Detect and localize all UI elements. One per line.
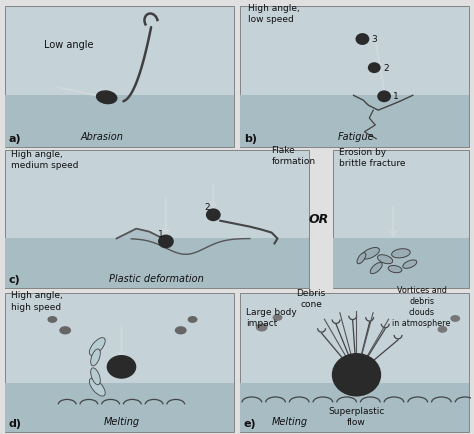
Ellipse shape xyxy=(59,326,71,335)
Text: Fatigue: Fatigue xyxy=(338,132,375,141)
Text: Large body
impact: Large body impact xyxy=(246,308,297,328)
Bar xyxy=(240,293,469,432)
Text: Vortices and
debris
clouds
in atmosphere: Vortices and debris clouds in atmosphere xyxy=(392,286,451,328)
Ellipse shape xyxy=(91,349,100,366)
Text: Plastic deformation: Plastic deformation xyxy=(109,273,203,283)
Ellipse shape xyxy=(188,316,198,323)
Text: OR: OR xyxy=(309,212,329,225)
Bar xyxy=(333,239,469,288)
Text: a): a) xyxy=(9,133,21,143)
Ellipse shape xyxy=(438,326,447,333)
Ellipse shape xyxy=(256,323,268,332)
Bar xyxy=(5,239,309,288)
Bar xyxy=(5,150,309,288)
Ellipse shape xyxy=(357,253,366,264)
Ellipse shape xyxy=(377,255,393,264)
Text: Erosion by
brittle fracture: Erosion by brittle fracture xyxy=(339,148,405,168)
Bar xyxy=(5,7,234,147)
Text: Superplastic
flow: Superplastic flow xyxy=(328,406,385,426)
Text: Melting: Melting xyxy=(103,416,139,426)
Text: High angle,
high speed: High angle, high speed xyxy=(11,291,63,311)
Text: d): d) xyxy=(9,418,22,428)
Ellipse shape xyxy=(47,316,57,323)
Ellipse shape xyxy=(89,338,105,355)
Ellipse shape xyxy=(377,91,391,103)
Text: Flake
formation: Flake formation xyxy=(272,146,316,166)
Ellipse shape xyxy=(273,314,283,321)
Ellipse shape xyxy=(403,260,417,269)
Text: e): e) xyxy=(244,418,256,428)
Text: Low angle: Low angle xyxy=(45,40,94,50)
Ellipse shape xyxy=(175,326,187,335)
Ellipse shape xyxy=(89,378,105,396)
Bar xyxy=(240,7,469,147)
Ellipse shape xyxy=(388,266,402,273)
Text: 1: 1 xyxy=(158,229,164,238)
Bar xyxy=(240,96,469,147)
Text: 3: 3 xyxy=(371,35,377,44)
Text: Debris
cone: Debris cone xyxy=(296,288,326,308)
Bar xyxy=(5,293,234,432)
Bar xyxy=(240,383,469,432)
Text: c): c) xyxy=(9,274,21,284)
Text: Melting: Melting xyxy=(271,416,308,426)
Ellipse shape xyxy=(368,63,381,74)
Ellipse shape xyxy=(450,315,460,322)
Ellipse shape xyxy=(107,355,137,379)
Bar xyxy=(5,383,234,432)
Ellipse shape xyxy=(370,263,382,274)
Ellipse shape xyxy=(361,248,380,260)
Ellipse shape xyxy=(158,235,174,249)
Ellipse shape xyxy=(206,209,221,222)
Ellipse shape xyxy=(392,249,410,258)
Text: High angle,
medium speed: High angle, medium speed xyxy=(11,150,78,170)
Text: 2: 2 xyxy=(383,63,389,72)
Text: b): b) xyxy=(244,133,257,143)
Ellipse shape xyxy=(356,34,369,46)
Text: 1: 1 xyxy=(393,92,399,101)
Text: 2: 2 xyxy=(204,202,210,211)
Ellipse shape xyxy=(332,353,381,397)
Ellipse shape xyxy=(96,91,118,105)
Ellipse shape xyxy=(91,368,100,385)
Text: High angle,
low speed: High angle, low speed xyxy=(248,4,300,24)
Bar xyxy=(5,96,234,147)
Text: Abrasion: Abrasion xyxy=(80,132,123,141)
Bar xyxy=(333,150,469,288)
